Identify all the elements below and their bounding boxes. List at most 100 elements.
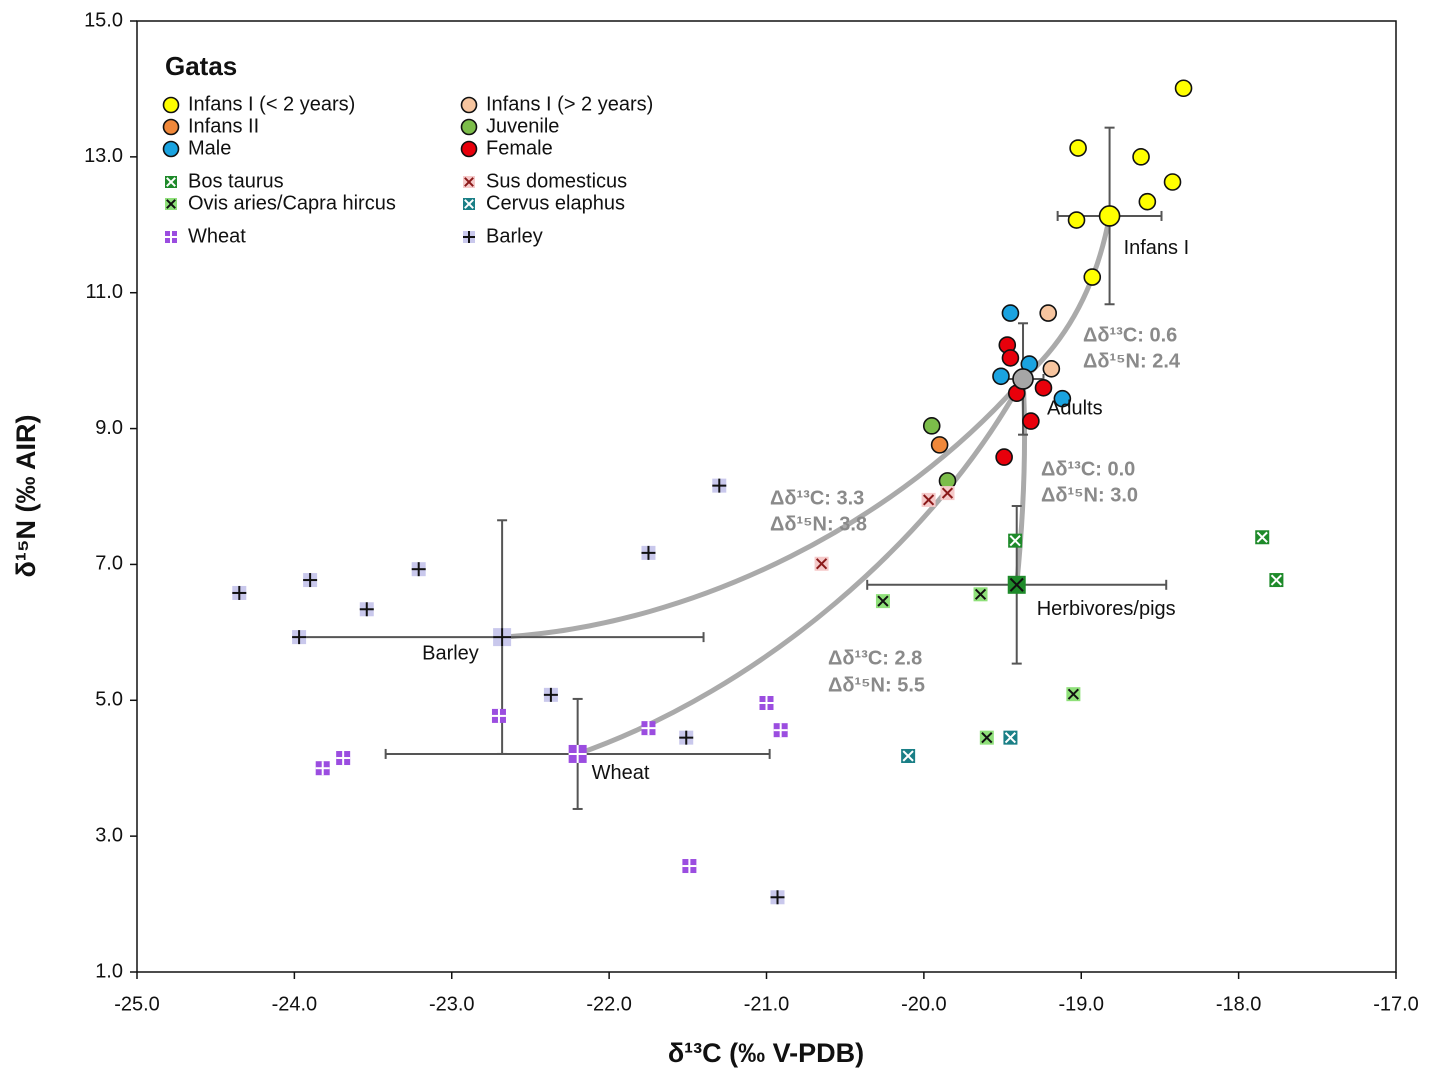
data-point — [411, 562, 426, 577]
y-tick-label: 9.0 — [95, 417, 123, 439]
data-point — [1067, 211, 1086, 229]
marker-stroke — [1009, 535, 1021, 547]
marker-shape — [1039, 304, 1058, 322]
marker-shape — [1042, 359, 1061, 378]
data-point — [712, 478, 727, 493]
data-point — [773, 723, 788, 738]
data-point — [292, 630, 307, 645]
marker-stroke — [941, 487, 954, 499]
marker-shape — [1174, 79, 1193, 98]
marker-shape — [1132, 148, 1150, 166]
data-point — [1053, 389, 1072, 408]
marker-shape — [460, 140, 478, 158]
annotation: Δδ¹³C: 3.3 — [770, 487, 864, 509]
marker-shape — [460, 118, 478, 136]
legend-marker — [463, 231, 475, 243]
marker-shape — [162, 118, 180, 136]
legend-marker — [165, 231, 177, 243]
marker-shape — [1069, 139, 1087, 157]
trend-curve — [575, 376, 1026, 757]
data-point — [1008, 533, 1023, 548]
mean-label: Wheat — [592, 762, 650, 784]
data-point — [922, 417, 941, 435]
mean-point — [1012, 368, 1034, 390]
marker-shape — [1001, 304, 1020, 322]
legend-label: Wheat — [188, 225, 246, 247]
trend-curve — [1020, 213, 1113, 382]
data-point — [1022, 412, 1040, 430]
marker-shape — [162, 96, 180, 114]
marker-stroke — [1004, 732, 1017, 744]
legend-label: Bos taurus — [188, 170, 284, 192]
mean-label: Adults — [1047, 397, 1103, 419]
marker-stroke — [877, 595, 889, 607]
marker-stroke — [902, 750, 914, 762]
marker-stroke — [981, 732, 993, 744]
marker-stroke — [815, 558, 828, 570]
x-tick-label: -24.0 — [272, 993, 318, 1015]
marker-shape — [995, 448, 1013, 466]
x-tick-label: -25.0 — [114, 993, 160, 1015]
y-tick-label: 11.0 — [86, 281, 123, 303]
legend-label: Infans I (> 2 years) — [486, 93, 653, 115]
data-point — [1255, 530, 1270, 545]
legend-marker — [162, 96, 180, 114]
marker-shape — [1012, 368, 1034, 390]
trend-curve — [499, 376, 1026, 640]
mean-point — [1098, 205, 1121, 227]
legend-marker — [162, 118, 180, 136]
marker-shape — [1163, 173, 1182, 191]
annotation: Δδ¹⁵N: 3.0 — [1041, 484, 1138, 506]
mean-label: Infans I — [1124, 237, 1190, 259]
legend-marker — [463, 176, 475, 188]
legend-marker — [460, 118, 478, 136]
marker-shape — [1083, 268, 1102, 286]
x-tick-label: -22.0 — [586, 993, 632, 1015]
x-tick-label: -21.0 — [744, 993, 790, 1015]
marker-shape — [1138, 192, 1157, 211]
marker-shape — [922, 417, 941, 435]
data-point — [901, 748, 916, 763]
marker-stroke — [166, 199, 176, 209]
data-point — [1174, 79, 1193, 98]
legend-marker — [460, 96, 478, 114]
marker-shape — [162, 140, 180, 158]
y-axis-title: δ¹⁵N (‰ AIR) — [11, 414, 41, 577]
data-point — [930, 436, 949, 454]
legend-label: Sus domesticus — [486, 170, 627, 192]
data-point — [315, 761, 330, 776]
data-point — [303, 573, 318, 588]
marker-shape — [1067, 211, 1086, 229]
data-point — [814, 556, 829, 571]
annotation: Δδ¹³C: 2.8 — [828, 647, 922, 669]
marker-stroke — [464, 177, 474, 187]
y-tick-label: 13.0 — [84, 145, 123, 167]
data-point — [641, 545, 656, 560]
data-point — [1034, 379, 1053, 397]
data-point — [1132, 148, 1150, 166]
y-tick-label: 7.0 — [95, 553, 123, 575]
data-point — [543, 687, 558, 702]
legend-label: Ovis aries/Capra hircus — [188, 192, 396, 214]
legend-label: Female — [486, 137, 553, 159]
data-point — [770, 890, 785, 905]
annotation: Δδ¹³C: 0.0 — [1041, 458, 1135, 480]
data-point — [1001, 349, 1020, 367]
marker-stroke — [974, 588, 987, 600]
data-point — [973, 587, 988, 602]
mean-point — [493, 628, 512, 647]
marker-stroke — [1067, 688, 1079, 700]
marker-stroke — [1009, 577, 1024, 592]
annotation: Δδ¹⁵N: 5.5 — [828, 674, 925, 696]
mean-label: Herbivores/pigs — [1037, 598, 1176, 620]
data-point — [682, 859, 697, 874]
marker-stroke — [1270, 574, 1283, 586]
x-tick-label: -23.0 — [429, 993, 475, 1015]
legend-marker — [165, 198, 177, 210]
x-tick-label: -19.0 — [1058, 993, 1104, 1015]
legend-label: Cervus elaphus — [486, 192, 625, 214]
data-point — [1039, 304, 1058, 322]
y-tick-label: 15.0 — [84, 9, 123, 31]
marker-stroke — [166, 177, 176, 187]
